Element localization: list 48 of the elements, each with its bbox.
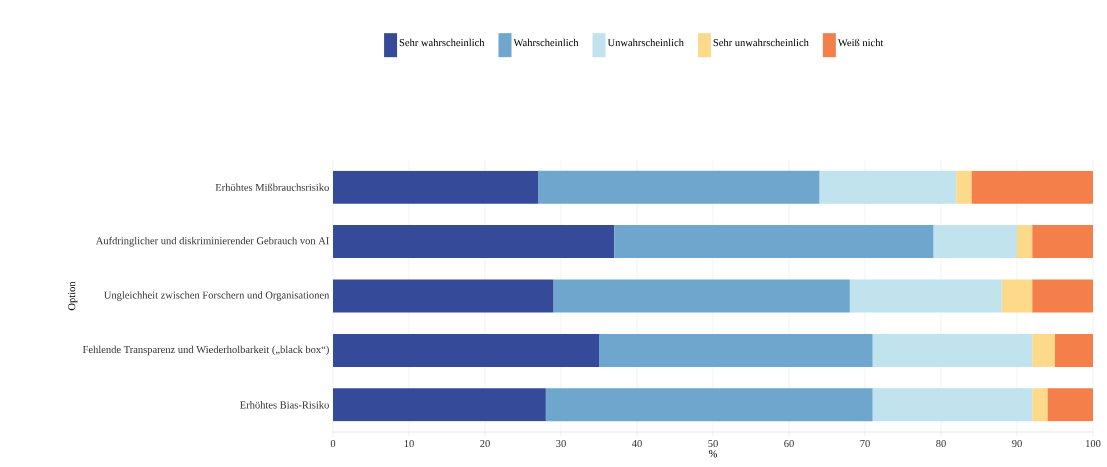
x-axis-title: % xyxy=(708,450,718,458)
x-tick-label: 100 xyxy=(1086,439,1101,448)
x-tick-label: 30 xyxy=(556,439,566,448)
bar xyxy=(599,333,873,367)
bar xyxy=(1032,279,1094,313)
bar xyxy=(956,170,972,204)
bar xyxy=(538,170,820,204)
bar xyxy=(545,388,873,422)
bar xyxy=(1032,388,1048,422)
bar xyxy=(872,388,1033,422)
bar xyxy=(333,170,539,204)
y-axis-title: Option xyxy=(68,281,78,311)
x-tick-label: 90 xyxy=(1012,439,1022,448)
bar xyxy=(1001,279,1033,313)
bar xyxy=(1017,225,1033,259)
bar xyxy=(872,333,1033,367)
y-tick-label: Aufdringlicher und diskriminierender Gebrauch von AI xyxy=(95,236,329,247)
y-tick-label: Fehlende Transparenz und Wiederholbarkeit („black box“) xyxy=(82,345,329,356)
bar xyxy=(614,225,934,259)
bar xyxy=(933,225,1018,259)
legend-label: Weiß nicht xyxy=(837,38,884,47)
bar xyxy=(1047,388,1094,422)
x-tick-label: 0 xyxy=(330,439,336,448)
bar xyxy=(333,225,615,259)
bar xyxy=(849,279,1002,313)
bar xyxy=(1032,333,1055,367)
bar xyxy=(333,279,554,313)
x-tick-label: 70 xyxy=(860,439,870,448)
bar xyxy=(1055,333,1094,367)
legend-label: Sehr unwahrscheinlich xyxy=(713,38,809,47)
bar xyxy=(333,333,600,367)
x-tick-label: 60 xyxy=(784,439,794,448)
y-tick-label: Erhöhtes Bias-Risiko xyxy=(240,401,329,409)
bar xyxy=(333,388,546,422)
y-tick-label: Erhöhtes Mißbrauchsrisiko xyxy=(215,183,329,191)
y-tick-label: Ungleichheit zwischen Forschern und Organisationen xyxy=(104,291,330,301)
x-tick-label: 50 xyxy=(708,439,718,448)
x-tick-label: 80 xyxy=(936,439,946,448)
bar xyxy=(971,170,1094,204)
bar xyxy=(553,279,850,313)
legend-label: Unwahrscheinlich xyxy=(607,38,684,47)
x-tick-label: 40 xyxy=(631,439,642,448)
bar xyxy=(1032,225,1094,259)
x-tick-label: 20 xyxy=(480,439,490,448)
bar xyxy=(819,170,957,204)
x-tick-label: 10 xyxy=(404,439,414,448)
legend-label: Wahrscheinlich xyxy=(513,38,579,47)
legend-label: Sehr wahrscheinlich xyxy=(399,38,485,47)
